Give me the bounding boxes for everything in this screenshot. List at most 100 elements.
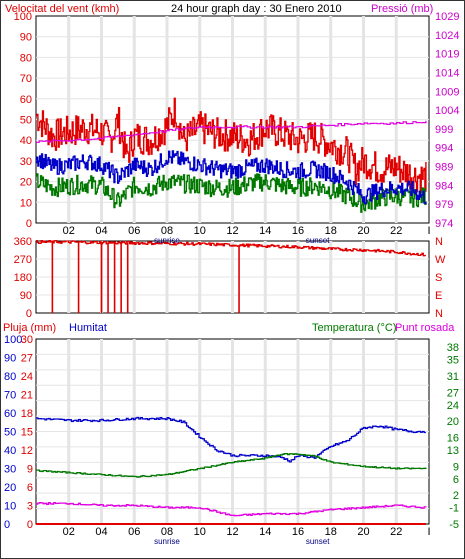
temperature-y-tick-label: 6 [453,474,459,486]
pressure-y-tick-label: 994 [435,143,453,155]
temperature-line [36,452,427,478]
hour-tick-label: 18 [325,526,337,538]
hour-tick-label: 04 [95,526,107,538]
humidity-y-tick-label: 10 [4,501,16,513]
rain-y-tick-label: 3 [27,501,33,513]
temperature-y-tick-label: 13 [447,445,459,457]
rain-y-tick-label: 12 [21,445,33,457]
hour-tick-label: 10 [194,225,206,237]
hour-tick-label: 16 [292,225,304,237]
wind-y-tick-label: 50 [20,115,32,127]
hour-tick-label: 12 [226,526,238,538]
rain-axis-title: Pluja (mm) [3,322,56,334]
hour-tick-label: I [427,526,430,538]
hour-tick-label: I [427,225,430,237]
hour-tick-label: 08 [161,225,173,237]
hour-tick-label: 06 [128,225,140,237]
humidity-y-tick-label: 70 [4,390,16,402]
temperature-y-tick-label: 20 [447,416,459,428]
humidity-y-tick-label: 80 [4,371,16,383]
temperature-y-tick-label: 16 [447,433,459,445]
hour-tick-label: 02 [63,225,75,237]
rain-y-tick-label: 30 [21,334,33,346]
temperature-y-tick-label: 2 [453,490,459,502]
humidity-y-tick-label: 60 [4,408,16,420]
wind-y-tick-label: 10 [20,197,32,209]
humidity-y-tick-label: 30 [4,464,16,476]
pressure-y-tick-label: 1019 [435,49,459,61]
humidity-y-tick-label: 20 [4,482,16,494]
hour-tick-label: 20 [357,225,369,237]
sunrise-marker: sunrise [154,537,180,546]
pressure-y-tick-label: 984 [435,180,453,192]
humidity-line [36,416,426,463]
direction-compass-label: W [435,254,446,266]
direction-compass-label: N [435,236,443,248]
temperature-y-tick-label: 24 [447,400,459,412]
hour-tick-label: 04 [95,225,107,237]
sunset-marker: sunset [306,537,330,546]
pressure-y-tick-label: 989 [435,162,453,174]
rain-y-tick-label: 15 [21,427,33,439]
pressure-y-tick-label: 999 [435,124,453,136]
temperature-y-tick-label: -5 [449,519,459,531]
dewpoint-axis-title: Punt rosada [395,322,455,334]
pressure-y-tick-label: 1024 [435,30,459,42]
hour-tick-label: 12 [226,225,238,237]
direction-compass-label: E [435,290,442,302]
rain-y-tick-label: 24 [21,371,33,383]
pressure-axis-title: Pressió (mb) [371,3,433,15]
pressure-line [36,120,427,143]
hour-tick-label: 20 [357,526,369,538]
hour-tick-label: 06 [128,526,140,538]
wind-y-tick-label: 90 [20,32,32,44]
humidity-y-tick-label: 40 [4,445,16,457]
wind-y-tick-label: 30 [20,156,32,168]
rain-y-tick-label: 21 [21,390,33,402]
sunrise-marker: sunrise [154,236,180,245]
hour-tick-label: 14 [259,225,271,237]
pressure-y-tick-label: 1014 [435,67,459,79]
pressure-y-tick-label: 1009 [435,86,459,98]
wind-y-tick-label: 20 [20,177,32,189]
hour-tick-label: 18 [325,225,337,237]
sunset-marker: sunset [306,236,330,245]
humidity-y-tick-label: 0 [4,519,10,531]
wind-speed-axis-title: Velocitat del vent (kmh) [5,3,119,15]
direction-y-tick-label: 0 [26,308,32,320]
wind-y-tick-label: 40 [20,135,32,147]
temperature-y-tick-label: 9 [453,461,459,473]
wind-y-tick-label: 100 [14,11,32,23]
temperature-axis-title: Temperatura (°C) [312,322,396,334]
hour-tick-label: 14 [259,526,271,538]
rain-y-tick-label: 18 [21,408,33,420]
hour-tick-label: 22 [390,526,402,538]
direction-y-tick-label: 360 [14,236,32,248]
hour-tick-label: 16 [292,526,304,538]
wind-low-line [36,173,427,213]
temperature-y-tick-label: 27 [447,387,459,399]
dewpoint-line [36,502,427,517]
temperature-y-tick-label: -1 [449,503,459,515]
humidity-axis-title: Humitat [69,322,107,334]
pressure-y-tick-label: 1004 [435,105,459,117]
humidity-y-tick-label: 50 [4,427,16,439]
wind-y-tick-label: 80 [20,52,32,64]
temperature-y-tick-label: 35 [447,355,459,367]
rain-y-tick-label: 0 [27,519,33,531]
chart-title: 24 hour graph day : 30 Enero 2010 [171,3,342,15]
wind-gust-line [36,97,427,194]
wind-direction-line [36,240,426,257]
wind-y-tick-label: 60 [20,94,32,106]
temperature-y-tick-label: 31 [447,371,459,383]
rain-y-tick-label: 9 [27,464,33,476]
humidity-y-tick-label: 100 [4,334,22,346]
rain-y-tick-label: 27 [21,353,33,365]
direction-compass-label: S [435,272,442,284]
humidity-y-tick-label: 90 [4,353,16,365]
hour-tick-label: 22 [390,225,402,237]
hour-tick-label: 08 [161,526,173,538]
direction-y-tick-label: 180 [14,272,32,284]
